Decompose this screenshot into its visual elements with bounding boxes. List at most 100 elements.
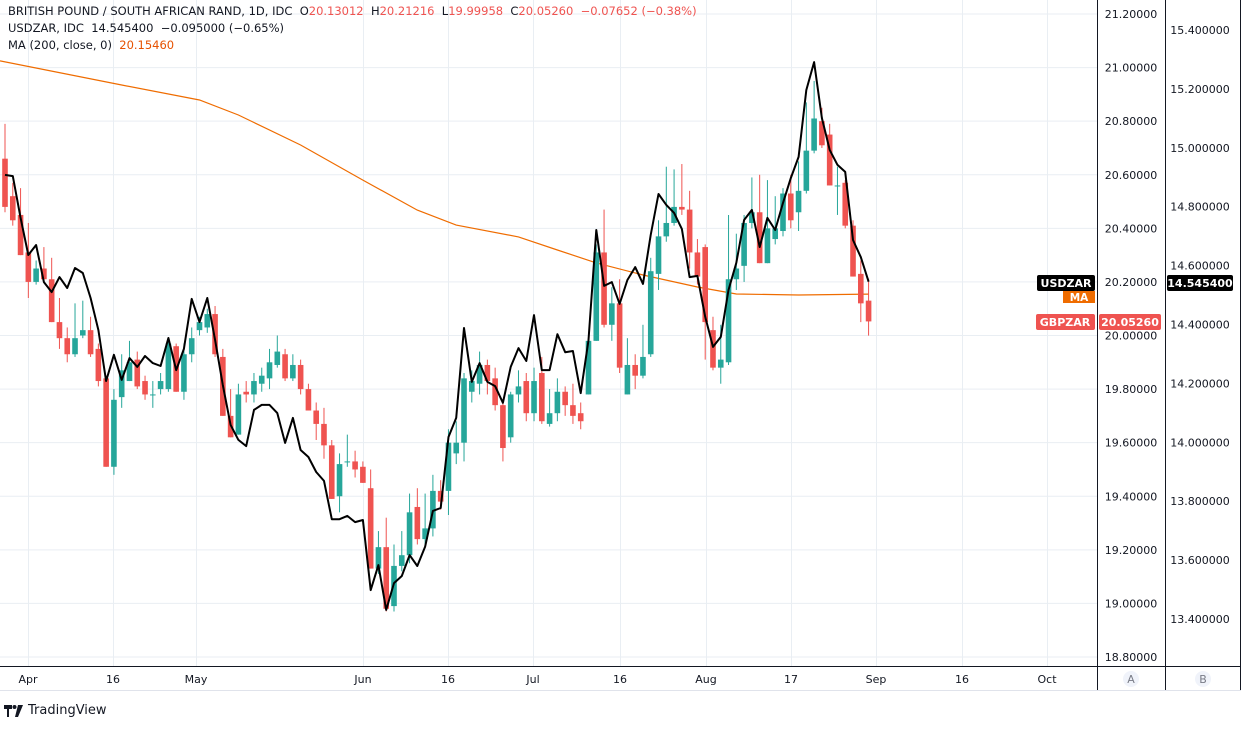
price-axis-b[interactable]: 15.400000 15.200000 15.000000 14.800000 14.6… [1170, 24, 1230, 626]
main-series-legend[interactable]: BRITISH POUND / SOUTH AFRICAN RAND, 1D, … [8, 3, 697, 20]
candle-body [72, 338, 78, 355]
candle-body [702, 247, 708, 323]
candle [336, 453, 343, 513]
candle-body [95, 348, 102, 382]
candle [188, 327, 195, 363]
close-label: C [510, 4, 519, 18]
candle-body [126, 362, 133, 382]
time-axis[interactable]: Apr 16 May Jun 16 Jul 16 Aug 17 Sep 16 Oct [18, 673, 1057, 686]
candle [577, 402, 584, 430]
candle [679, 164, 685, 215]
time-axis-tick-label: Jun [353, 673, 371, 686]
candle-body [80, 330, 86, 336]
price-axes-background [1097, 0, 1244, 690]
candle-body [344, 461, 351, 463]
candle [360, 461, 366, 483]
candle-body [297, 364, 304, 390]
low-label: L [441, 4, 449, 18]
candle-body [150, 394, 156, 396]
candle [858, 260, 864, 323]
candle-body [414, 506, 421, 540]
axis-a-tick-label: 19.80000 [1105, 383, 1158, 396]
candle-body [430, 490, 436, 529]
candle-body [601, 252, 607, 325]
axis-b-tick-label: 14.800000 [1170, 201, 1230, 214]
candle-body [733, 268, 740, 280]
candle [523, 373, 530, 422]
ma-200-line [0, 60, 869, 296]
candle-body [593, 252, 600, 341]
candle-body [328, 445, 335, 499]
time-axis-tick-label: Jul [525, 673, 539, 686]
compare-name: USDZAR, IDC [8, 21, 84, 35]
candle [507, 391, 514, 443]
close-value: 20.05260 [518, 4, 574, 18]
candle-body [500, 405, 506, 449]
candle-body [274, 351, 281, 365]
candle-body [290, 364, 296, 379]
candle [702, 244, 708, 360]
time-axis-tick-label: May [185, 673, 208, 686]
axis-b-label: B [1199, 673, 1207, 686]
candle-body [453, 442, 460, 454]
time-axis-tick-label: Oct [1037, 673, 1057, 686]
candle-body [398, 555, 405, 566]
candle [803, 102, 810, 194]
svg-text:20.05260: 20.05260 [1101, 316, 1159, 329]
candle [87, 316, 94, 357]
candle [834, 166, 841, 215]
axis-a-tick-label: 19.40000 [1105, 490, 1158, 503]
candle-body [531, 381, 537, 414]
candle [80, 300, 86, 339]
candle-body [48, 279, 55, 323]
candle-body [181, 354, 187, 392]
candle [826, 123, 833, 186]
candle-body [850, 225, 856, 277]
candle [601, 209, 607, 328]
candle-body [554, 391, 561, 414]
axis-a-label: A [1127, 673, 1135, 686]
candle-body [258, 375, 265, 384]
candle-body [406, 512, 413, 556]
candle [749, 177, 755, 229]
axis-a-tick-label: 20.20000 [1105, 276, 1158, 289]
candle-body [445, 442, 452, 491]
svg-text:GBPZAR: GBPZAR [1040, 316, 1091, 329]
axis-b-button[interactable]: B [1195, 671, 1211, 687]
candle [290, 354, 296, 382]
candle-body [515, 386, 522, 395]
candle-body [811, 118, 817, 151]
gbpzar-price-tag: 20.05260 [1099, 314, 1161, 330]
candle-body [577, 413, 584, 422]
candle-body [266, 362, 273, 379]
time-axis-tick-label: 16 [441, 673, 455, 686]
candle [103, 375, 109, 467]
ma-name-tag: MA [1063, 291, 1095, 304]
candle-body [710, 330, 716, 368]
candle [321, 407, 327, 459]
candle-body [204, 314, 211, 328]
candle [647, 257, 654, 357]
svg-text:USDZAR: USDZAR [1041, 277, 1092, 290]
axis-a-button[interactable]: A [1123, 671, 1139, 687]
candle-body [469, 381, 475, 392]
candle-body [212, 314, 218, 355]
axis-b-tick-label: 14.400000 [1170, 319, 1230, 332]
ma-indicator-legend[interactable]: MA (200, close, 0) 20.15460 [8, 37, 697, 54]
candle [157, 373, 164, 395]
candle-body [694, 252, 701, 277]
price-axis-a[interactable]: 21.20000 21.00000 20.80000 20.60000 20.40000… [1105, 8, 1158, 664]
candle-body [2, 158, 8, 207]
candle [593, 244, 600, 341]
candle-body [741, 222, 747, 266]
candle-body [33, 268, 39, 282]
candle-body [375, 547, 382, 569]
candle-body [609, 303, 615, 325]
candle [515, 370, 522, 403]
candle [258, 367, 265, 392]
candle [492, 367, 498, 411]
tradingview-logo[interactable]: TradingView [4, 703, 107, 718]
compare-series-legend[interactable]: USDZAR, IDC 14.545400 −0.095000 (−0.65%) [8, 20, 697, 37]
candle [48, 257, 55, 323]
